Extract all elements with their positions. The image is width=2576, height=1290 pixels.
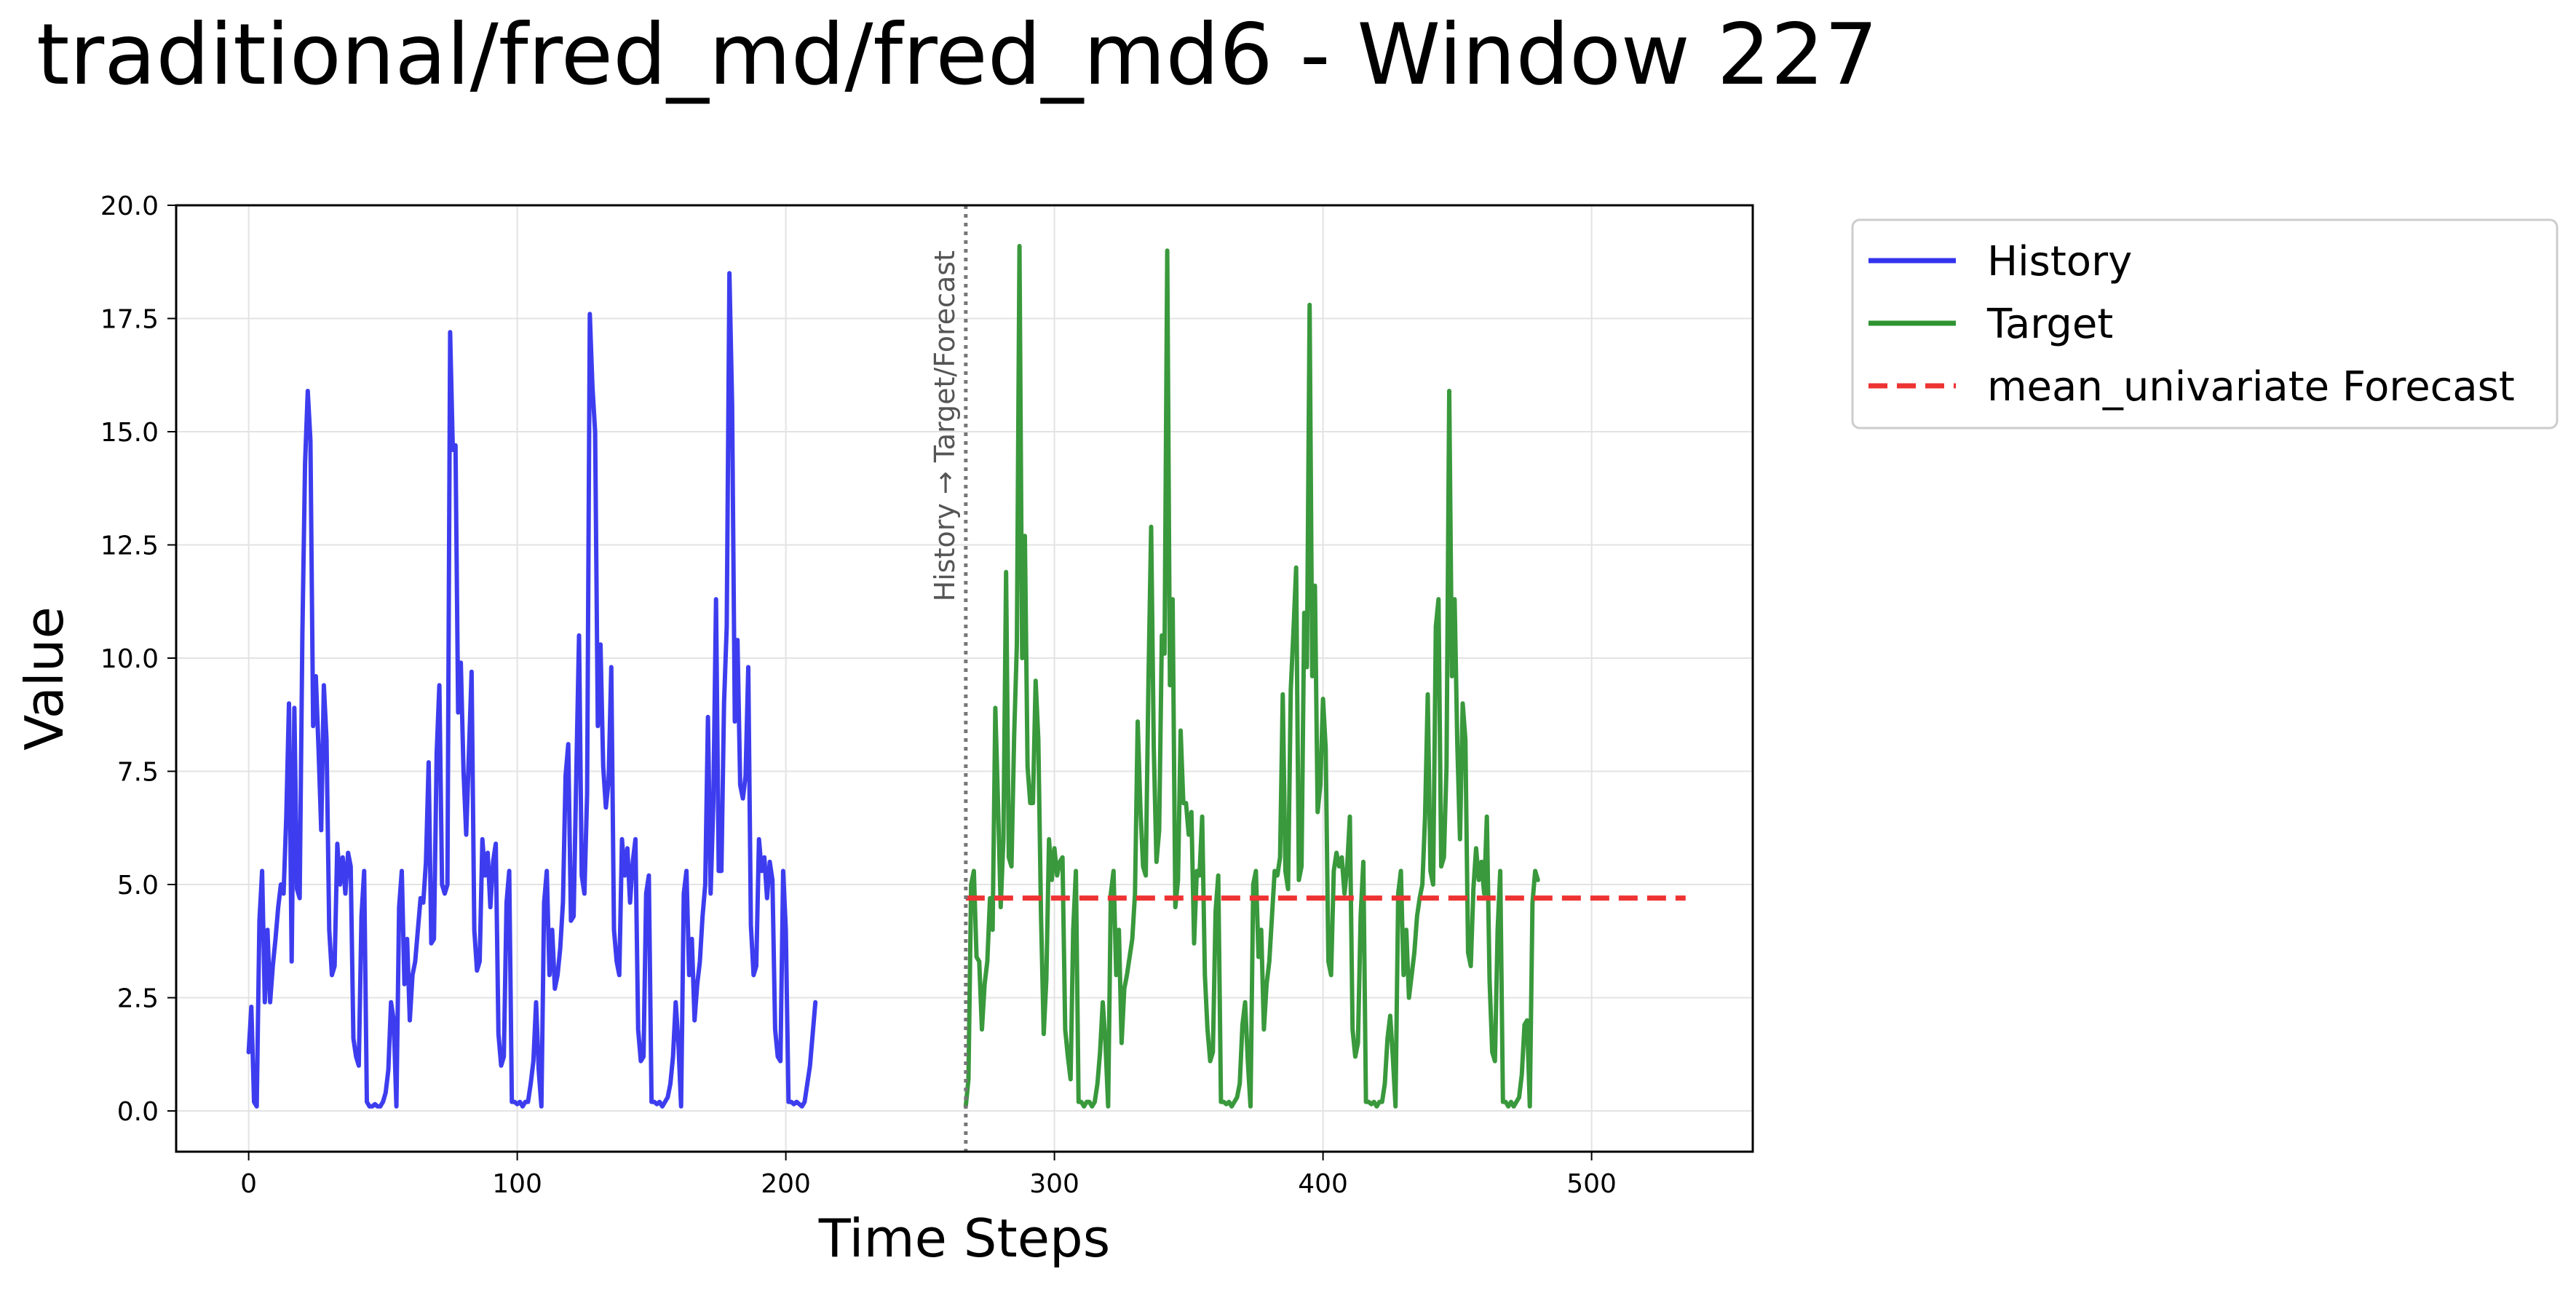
series-line-target (963, 244, 1540, 1109)
y-tick-label: 12.5 (100, 531, 159, 561)
split-annotation: History → Target/Forecast (929, 205, 968, 1152)
series-layer (246, 244, 1686, 1109)
x-tick-label: 0 (240, 1169, 257, 1199)
x-tick-label: 500 (1566, 1169, 1617, 1199)
legend-box (1851, 218, 2559, 430)
x-tick-label: 200 (761, 1169, 811, 1199)
y-tick-label: 15.0 (100, 418, 159, 448)
y-tick-label: 2.5 (117, 984, 159, 1014)
split-label: History → Target/Forecast (929, 250, 961, 601)
y-axis-label: Value (14, 606, 75, 751)
legend-entry: Target (1986, 301, 2113, 348)
plot-frame (175, 204, 1754, 1153)
legend: History Target mean_univariate Forecast (1851, 218, 2559, 430)
x-tick-label: 300 (1029, 1169, 1079, 1199)
y-tick-label: 5.0 (117, 871, 159, 901)
y-tick-label: 0.0 (117, 1097, 159, 1127)
axis-ticks: 0 100 200 300 400 500 0.0 2.5 5.0 7.5 10.0 12.5 15.0… (100, 191, 1617, 1199)
series-line-history (246, 271, 818, 1109)
y-tick-label: 20.0 (100, 191, 159, 221)
y-tick-label: 17.5 (100, 305, 159, 335)
x-axis-label: Time Steps (818, 1208, 1111, 1269)
legend-entry: History (1987, 238, 2132, 285)
legend-entry: mean_univariate Forecast (1987, 363, 2515, 411)
x-tick-label: 100 (492, 1169, 542, 1199)
page-title: traditional/fred_md/fred_md6 - Window 22… (36, 6, 1879, 104)
x-tick-label: 400 (1298, 1169, 1348, 1199)
y-tick-label: 10.0 (100, 644, 159, 674)
y-tick-label: 7.5 (117, 758, 159, 788)
